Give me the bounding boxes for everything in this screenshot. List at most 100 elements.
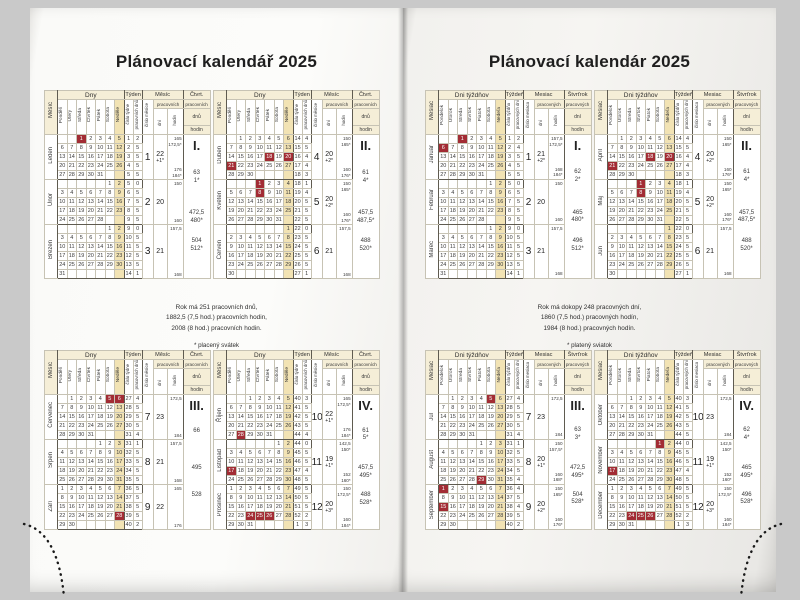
div-element: 165: [173, 486, 182, 492]
tbody-element: Mesiac Dni týždňov Týždeň Mesiac Štvrťro…: [425, 349, 592, 531]
week-workdays-cell: 4: [513, 394, 524, 405]
day-cell: [57, 134, 68, 145]
div-element: 150 157,5*: [549, 441, 563, 452]
tr-element: 7 8 9 10 11 12 13 28 5: [45, 403, 211, 414]
day-cell: 1: [447, 394, 458, 405]
day-cell: 15: [654, 457, 665, 468]
day-cell: 7: [85, 448, 96, 459]
day-cell: 30: [485, 475, 496, 486]
day-cell: 23: [485, 466, 496, 477]
day-cell: 2: [66, 484, 77, 495]
day-cell: 5: [645, 484, 656, 495]
month-column-header: Mesiac: [594, 349, 608, 396]
day-cell: 23: [76, 421, 87, 432]
week-number-cell: 17: [292, 161, 303, 172]
month-name-cell: September: [425, 484, 439, 531]
day-cell: 27: [104, 511, 115, 522]
week-number-cell: 40: [504, 520, 515, 531]
div-element: +2*: [706, 202, 714, 209]
day-cell: 15: [226, 502, 237, 513]
day-cell: 2: [114, 179, 125, 190]
day-cell: 4: [235, 448, 246, 459]
day-cell: 18: [616, 466, 627, 477]
day-cell: 13: [457, 457, 468, 468]
day-name-header: Štvrtok: [635, 98, 646, 136]
day-cell: 2: [495, 179, 506, 190]
day-cell: 21: [495, 502, 506, 513]
day-cell: 25: [245, 260, 256, 271]
day-name-header: Úterý: [66, 358, 77, 396]
week-workdays-cell: 5: [132, 511, 143, 522]
day-cell: 20: [57, 161, 68, 172]
day-cell: [466, 179, 477, 190]
day-cell: 22: [476, 466, 487, 477]
day-cell: 25: [57, 475, 68, 486]
day-cell: 28: [85, 475, 96, 486]
month-name-cell: Srpen: [44, 439, 58, 486]
rotated-label: Úterý: [68, 109, 74, 122]
day-cell: 16: [283, 457, 294, 468]
rotated-label: Květen: [217, 190, 223, 210]
day-cell: 2: [114, 224, 125, 235]
week-group-header: Týden: [292, 90, 312, 100]
day-cell: 21: [645, 466, 656, 477]
day-cell: 12: [626, 457, 637, 468]
month-group-header: Mesiac: [522, 350, 565, 360]
rotated-label: December: [598, 490, 604, 519]
day-name-header: Sobota: [485, 358, 496, 396]
rotated-label: hodin: [171, 115, 177, 126]
day-cell: 18: [245, 251, 256, 262]
week-workdays-cell: 5: [132, 260, 143, 271]
day-cell: 21: [626, 206, 637, 217]
day-cell: 30: [635, 430, 646, 441]
tr-element: 22 23 24 25 26 27 28 39 5: [426, 511, 592, 522]
day-cell: [226, 224, 237, 235]
day-name-header: Pondělí: [57, 98, 68, 136]
rotated-label: Pondelok: [608, 104, 614, 125]
day-cell: 8: [664, 233, 675, 244]
day-cell: 22: [226, 511, 237, 522]
day-cell: 10: [114, 448, 125, 459]
day-cell: 23: [447, 511, 458, 522]
quarter-summary-cell: IV. 62 4* 465 495* 496 528*: [732, 394, 761, 531]
day-cell: 2: [635, 394, 646, 405]
tr-element: 4 5 6 7 8 9 10 32 5: [426, 448, 592, 459]
month-hours-cell: 150 165* 160 176*: [716, 179, 734, 226]
holiday-day-cell: 20: [283, 152, 294, 163]
days-unit-header: dní: [533, 367, 549, 396]
day-cell: [635, 520, 646, 531]
day-cell: 13: [85, 197, 96, 208]
week-workdays-header: pracovních dnů: [301, 98, 312, 136]
rotated-label: Február: [429, 189, 435, 211]
day-cell: 14: [645, 457, 656, 468]
holiday-day-cell: 17: [607, 466, 618, 477]
day-cell: 2: [226, 233, 237, 244]
holiday-footnote: * placený svátek: [193, 342, 240, 349]
tr-element: 10 11 12 13 14 15 16 46 5: [214, 457, 380, 468]
day-cell: [645, 224, 656, 235]
week-number-cell: 31: [123, 430, 134, 441]
day-cell: 9: [264, 188, 275, 199]
day-cell: 11: [616, 457, 627, 468]
week-number-cell: 9: [123, 215, 134, 226]
rotated-label: Měsíc: [48, 102, 54, 119]
day-cell: [57, 394, 68, 405]
days-group-header: Dni týždňov: [607, 350, 675, 360]
day-cell: [447, 439, 458, 450]
week-number-cell: 10: [504, 233, 515, 244]
day-cell: 4: [664, 179, 675, 190]
day-cell: [635, 439, 646, 450]
day-cell: 12: [645, 493, 656, 504]
rotated-label: Sobota: [487, 366, 493, 383]
week-workdays-cell: 5: [682, 251, 693, 262]
day-cell: 14: [245, 197, 256, 208]
rotated-label: Sobota: [106, 107, 112, 123]
month-name-cell: November: [594, 439, 608, 486]
week-workdays-cell: 3: [301, 394, 312, 405]
tr-element: 21 22 23 24 25 26 27 17 4: [595, 161, 761, 172]
week-number-cell: 14: [504, 269, 515, 280]
rotated-label: hodín: [721, 374, 727, 386]
tr-element: Prosinec 1 2 3 4 5 6 7 49 5 12 20 +3* 150 172,5* 160 184…: [213, 484, 380, 531]
day-cell: 23: [114, 251, 125, 262]
month-group-header: Měsíc: [310, 350, 353, 360]
